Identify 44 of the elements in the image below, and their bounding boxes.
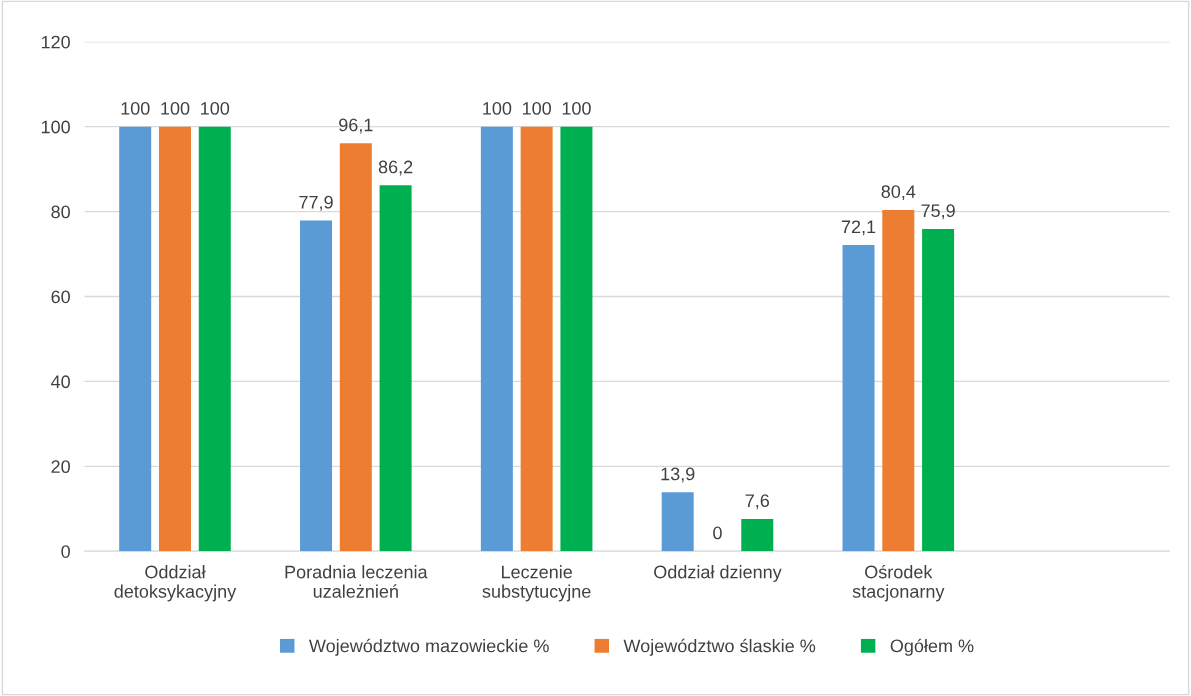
bar [741, 518, 774, 552]
bar [922, 228, 955, 552]
data-label: 80,4 [881, 185, 916, 201]
data-label: 0 [713, 526, 722, 540]
data-label: 77,9 [299, 195, 333, 211]
data-label: 7,6 [745, 494, 770, 510]
data-label: 100 [201, 101, 230, 115]
data-label: 75,9 [921, 204, 955, 220]
bar [339, 143, 372, 552]
data-label: 86,2 [378, 160, 413, 176]
bar [158, 126, 191, 552]
bar [119, 126, 152, 552]
legend-label: Województwo mazowieckie % [308, 638, 549, 656]
y-tick-label: 120 [41, 35, 70, 49]
y-tick-label: 40 [51, 375, 70, 389]
y-tick-label: 20 [51, 460, 70, 474]
y-tick-label: 60 [51, 290, 70, 304]
bar [480, 126, 513, 552]
bar [560, 126, 593, 552]
legend-label: Województwo ślaskie % [623, 638, 816, 656]
x-tick-label: Ośrodek stacjonarny [852, 564, 945, 602]
bar [198, 126, 231, 552]
x-tick-label: Oddział dzienny [654, 565, 782, 582]
y-tick-label: 80 [51, 205, 70, 219]
bar [300, 220, 333, 552]
y-tick-label: 0 [61, 545, 70, 558]
data-label: 72,1 [841, 220, 876, 236]
data-label: 100 [121, 101, 150, 115]
bar [882, 209, 915, 552]
data-label: 100 [562, 101, 591, 115]
data-label: 13,9 [661, 467, 695, 483]
bar [661, 492, 694, 552]
bar [520, 126, 553, 552]
legend-label: Ogółem % [890, 638, 974, 656]
x-tick-label: Poradnia leczenia uzależnień [285, 565, 428, 598]
data-label: 100 [522, 101, 551, 115]
data-label: 100 [161, 101, 190, 115]
x-tick-label: Leczenie substytucyjne [482, 565, 591, 602]
y-tick-label: 100 [41, 120, 70, 134]
data-label: 100 [483, 101, 512, 115]
x-tick-label: Oddział detoksykacyjny [114, 565, 237, 602]
bar [379, 185, 412, 552]
bar [842, 245, 875, 552]
data-label: 96,1 [339, 118, 373, 134]
